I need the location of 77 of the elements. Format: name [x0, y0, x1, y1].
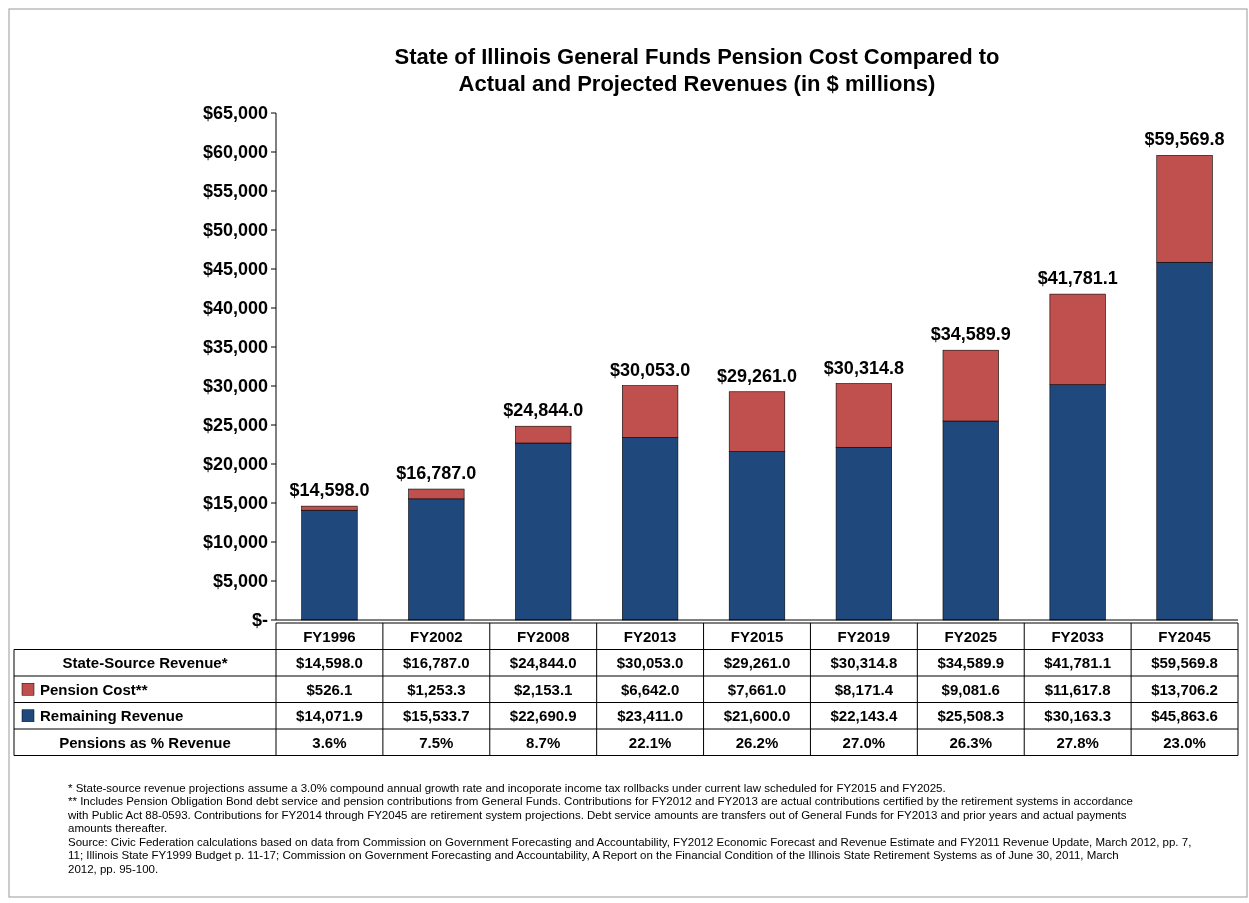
text: 27.0% [842, 733, 886, 751]
text: $29,261.0 [723, 654, 791, 671]
total-label: $30,053.0 [610, 359, 691, 380]
text: $34,589.9 [937, 654, 1005, 671]
source-note: Source: Civic Federation calculations based on data from Commission on Government Forecasting and Accountability, FY2012 Economic Forecast and Revenue Estimate and FY2011 Revenue Update, March 2012, pp. 7, 11; Illinois State FY1999 Budget p. 11-17; Commission on Government Forecasting and Accountability, A Report on the Financial Condition of the Illinois State Retirement Systems as of June 30, 2011, March 2012, pp. 95-100. [68, 835, 1192, 875]
data-label: $9,081.6 [941, 680, 1000, 698]
y-tick-label: $60,000 [202, 142, 268, 163]
text: 27.8% [1056, 733, 1099, 751]
x-tick-label: FY2002 [410, 627, 463, 645]
text: 26.2% [735, 733, 779, 751]
y-tick-label: $5,000 [212, 571, 268, 592]
x-tick-label: FY2019 [837, 627, 891, 645]
legend-label: Remaining Revenue [40, 707, 184, 724]
data-label: $1,253.3 [407, 680, 466, 698]
text: 23.0% [1163, 733, 1206, 751]
data-label: $526.1 [306, 680, 353, 698]
text: ** Includes Pension Obligation Bond debt service and pension contributions from General Funds. Contributions for FY2012 and FY2013 are actual contributions certified by the retirement systems in accordance with Public Act 88-0593. Contributions for FY2014 through FY2045 are retirement system projections. Debt service amounts are transfers out of General Funds for FY2013 and prior years and actual payments amounts thereafter. [67, 795, 1133, 834]
data-label: $23,411.0 [617, 707, 684, 724]
data-label: $6,642.0 [620, 680, 680, 698]
data-label: $22,143.4 [830, 707, 898, 724]
x-tick-label: FY2008 [516, 627, 570, 645]
x-tick-label: FY1996 [303, 627, 356, 645]
y-tick-label: $35,000 [202, 337, 268, 358]
text: Pensions as % Revenue [59, 733, 231, 751]
data-label: $14,071.9 [296, 707, 363, 724]
total-label: $59,569.8 [1144, 129, 1225, 150]
total-label: $14,598.0 [289, 480, 370, 501]
text: $14,598.0 [296, 654, 363, 671]
text: $30,314.8 [830, 654, 898, 671]
data-label: $45,863.6 [1151, 707, 1218, 724]
data-label: $13,706.2 [1151, 680, 1218, 698]
text: $30,053.0 [616, 654, 684, 671]
data-label: $8,171.4 [834, 680, 894, 698]
text: State-Source Revenue* [62, 654, 228, 671]
y-tick-label: $30,000 [202, 376, 268, 397]
total-label: $34,589.9 [930, 324, 1011, 345]
y-tick-label: $20,000 [202, 454, 268, 475]
chart-title: State of Illinois General Funds Pension Cost Compared to Actual and Projected Revenues (in $ millions) [394, 44, 1000, 96]
data-label: $7,661.0 [727, 680, 787, 698]
total-label: $29,261.0 [716, 365, 798, 386]
x-tick-label: FY2013 [623, 627, 677, 645]
x-tick-label: FY2045 [1158, 627, 1211, 645]
bar [301, 509, 358, 621]
text: 22.1% [628, 733, 672, 751]
total-label: $24,844.0 [503, 400, 584, 421]
total-label: $16,787.0 [396, 463, 477, 484]
y-tick-label: $45,000 [202, 259, 268, 280]
data-label: $2,153.1 [514, 680, 573, 698]
y-tick-label: $10,000 [202, 532, 268, 553]
legend-label: Pension Cost** [40, 680, 148, 698]
text: 7.5% [419, 733, 454, 751]
text: $24,844.0 [509, 654, 577, 671]
y-tick-label: $15,000 [202, 493, 268, 514]
data-label: $22,690.9 [509, 707, 577, 724]
text: $41,781.1 [1044, 654, 1112, 671]
data-label: $15,533.7 [402, 707, 470, 724]
y-tick-label: $50,000 [202, 220, 268, 241]
text: 8.7% [526, 733, 561, 751]
data-label: $11,617.8 [1044, 680, 1111, 698]
text: 3.6% [312, 733, 347, 751]
text: $59,569.8 [1151, 654, 1218, 671]
total-label: $41,781.1 [1037, 268, 1118, 289]
data-label: $30,163.3 [1044, 707, 1112, 724]
text: 26.3% [949, 733, 993, 751]
y-tick-label: $- [251, 610, 268, 631]
text: $16,787.0 [402, 654, 470, 671]
x-tick-label: FY2015 [730, 627, 784, 645]
y-tick-label: $55,000 [202, 181, 268, 202]
data-label: $21,600.0 [723, 707, 791, 724]
x-tick-label: FY2033 [1051, 627, 1104, 645]
total-label: $30,314.8 [823, 357, 904, 378]
text: * State-source revenue projections assume a 3.0% compound annual growth rate and incoporate income tax rollbacks under current law scheduled for FY2015 and FY2025. [68, 781, 946, 794]
data-label: $25,508.3 [937, 707, 1005, 724]
y-tick-label: $65,000 [202, 103, 268, 124]
y-tick-label: $40,000 [202, 298, 268, 319]
y-tick-label: $25,000 [202, 415, 268, 436]
x-tick-label: FY2025 [944, 627, 998, 645]
